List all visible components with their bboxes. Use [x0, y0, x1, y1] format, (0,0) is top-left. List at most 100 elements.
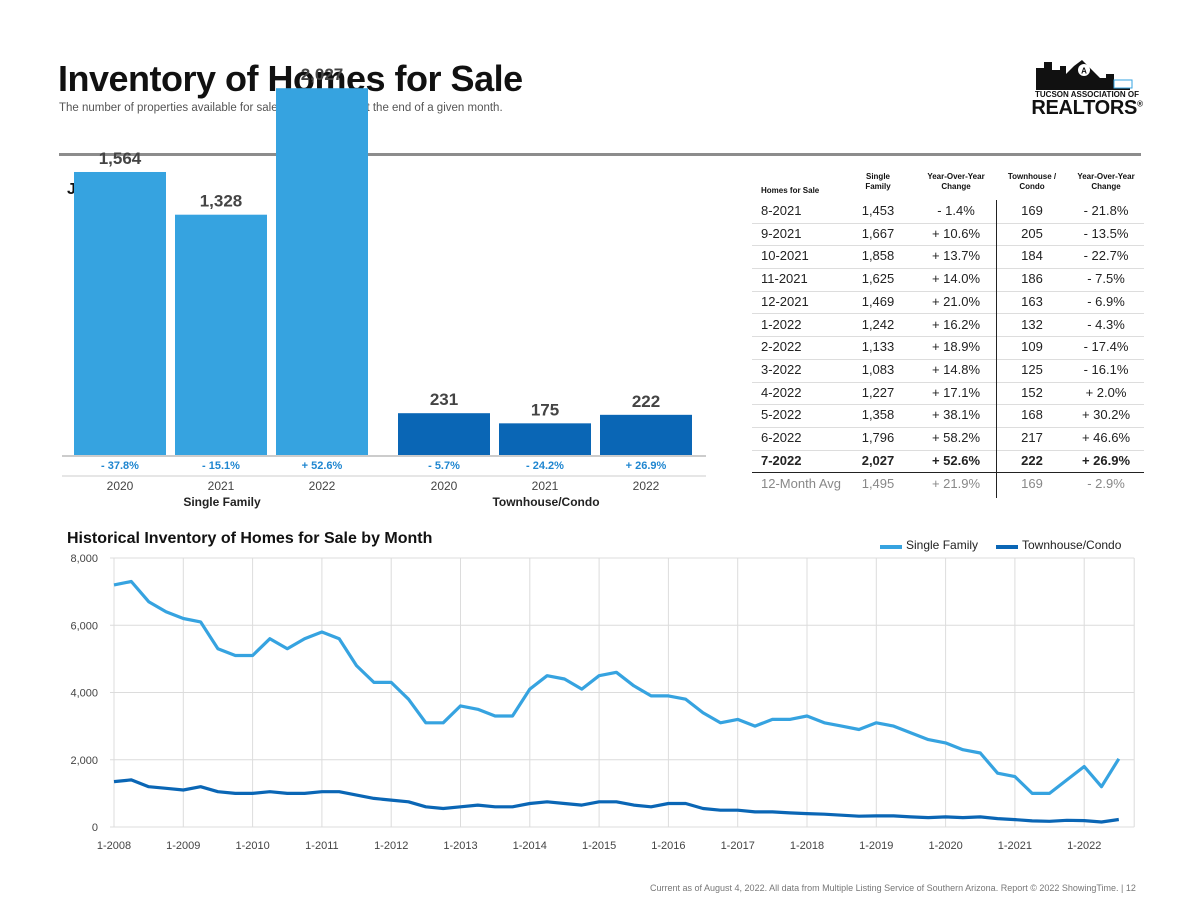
bar-value-label: 175 — [531, 400, 559, 419]
table-cell: + 16.2% — [931, 316, 981, 332]
table-cell: 205 — [1021, 225, 1043, 241]
table-cell: 1,133 — [861, 339, 895, 355]
bar-group-label: Townhouse/Condo — [492, 495, 599, 509]
table-cell: + 14.0% — [931, 271, 981, 287]
table-cell: + 2.0% — [1085, 384, 1127, 400]
x-tick-label: 1-2022 — [1067, 840, 1101, 852]
table-cell: 169 — [1021, 203, 1043, 218]
table-cell: 125 — [1021, 361, 1043, 377]
table-divider — [996, 200, 997, 498]
bar-value-label: 222 — [632, 392, 660, 411]
bar-group-label: Single Family — [183, 495, 261, 509]
table-cell: 1,358 — [861, 407, 895, 423]
table-cell: + 38.1% — [931, 407, 981, 423]
x-tick-label: 1-2017 — [721, 840, 755, 852]
y-tick-label: 8,000 — [70, 553, 98, 565]
bar-change-label: - 24.2% — [526, 460, 564, 472]
x-tick-label: 1-2021 — [998, 840, 1032, 852]
table-header-tc-change: Year-Over-Year Change — [1077, 172, 1135, 191]
table-cell: - 22.7% — [1083, 248, 1129, 264]
table-cell: 1,796 — [861, 430, 895, 445]
table-cell: 152 — [1021, 384, 1043, 400]
table-cell: 12-2021 — [761, 293, 809, 309]
y-tick-label: 4,000 — [70, 688, 98, 700]
table-cell: - 16.1% — [1083, 361, 1129, 377]
table-cell: + 46.6% — [1081, 430, 1131, 445]
bar-category-label: 2020 — [107, 479, 134, 493]
table-cell: 1,242 — [861, 316, 895, 332]
table-cell: 4-2022 — [761, 384, 802, 400]
table-row: 4-2022 1,227 + 17.1% 152 + 2.0% — [752, 382, 1144, 406]
table-cell: + 17.1% — [931, 384, 981, 400]
table-cell: 12-Month Avg — [761, 476, 841, 492]
table-cell: 222 — [1021, 452, 1043, 468]
y-tick-label: 0 — [92, 822, 98, 834]
table-row: 5-2022 1,358 + 38.1% 168 + 30.2% — [752, 404, 1144, 428]
legend-swatch-single-family — [880, 545, 902, 549]
table-cell: + 26.9% — [1081, 452, 1131, 468]
table-cell: + 30.2% — [1081, 407, 1131, 423]
series-line-single-family — [113, 579, 1121, 795]
bar-change-label: - 5.7% — [428, 460, 460, 472]
table-cell: 5-2022 — [761, 407, 802, 423]
logo-line1: TUCSON ASSOCIATION OF — [1035, 90, 1139, 99]
bar-category-label: 2020 — [431, 479, 458, 493]
table-cell: - 13.5% — [1083, 225, 1129, 241]
bar-value-label: 1,564 — [99, 149, 142, 168]
table-row: 3-2022 1,083 + 14.8% 125 - 16.1% — [752, 359, 1144, 383]
table-cell: 1,227 — [861, 384, 895, 400]
table-row: 2-2022 1,133 + 18.9% 109 - 17.4% — [752, 336, 1144, 360]
table-cell: 1,469 — [861, 293, 895, 309]
table-cell: 1,453 — [861, 203, 895, 218]
legend-label-townhouse: Townhouse/Condo — [1022, 538, 1122, 552]
table-header-sf-change: Year-Over-Year Change — [927, 172, 985, 191]
bar-change-label: - 15.1% — [202, 460, 240, 472]
table-header-period: Homes for Sale — [761, 186, 820, 195]
table-cell: 163 — [1021, 293, 1043, 309]
bar — [276, 88, 368, 455]
x-tick-label: 1-2011 — [305, 840, 338, 852]
table-cell: 132 — [1021, 316, 1043, 332]
header-divider — [59, 153, 1141, 156]
bar-value-label: 1,328 — [200, 192, 243, 211]
x-tick-label: 1-2010 — [235, 840, 269, 852]
x-tick-label: 1-2012 — [374, 840, 408, 852]
table-cell: - 6.9% — [1087, 293, 1125, 309]
x-tick-label: 1-2016 — [651, 840, 685, 852]
bar-category-label: 2022 — [309, 479, 336, 493]
table-cell: - 1.4% — [937, 203, 975, 218]
table-row: 8-2021 1,453 - 1.4% 169 - 21.8% — [752, 200, 1144, 224]
table-cell: 3-2022 — [761, 361, 802, 377]
table-cell: + 21.9% — [931, 476, 981, 492]
table-row: 1-2022 1,242 + 16.2% 132 - 4.3% — [752, 314, 1144, 338]
table-cell: - 17.4% — [1083, 339, 1129, 355]
table-cell: 1,858 — [861, 248, 895, 264]
table-row: 10-2021 1,858 + 13.7% 184 - 22.7% — [752, 245, 1144, 270]
x-tick-label: 1-2018 — [790, 840, 824, 852]
table-row: 6-2022 1,796 + 58.2% 217 + 46.6% — [752, 427, 1144, 451]
table-cell: 9-2021 — [761, 225, 802, 241]
bar-category-label: 2021 — [532, 479, 559, 493]
table-header-sf: Single Family — [865, 172, 891, 191]
bar-category-label: 2021 — [208, 479, 235, 493]
svg-text:A: A — [1081, 67, 1087, 76]
table-cell: + 14.8% — [931, 361, 981, 377]
series-line-townhouse — [113, 778, 1120, 824]
table-cell: 217 — [1021, 430, 1043, 445]
table-cell: + 58.2% — [931, 430, 981, 445]
bar — [600, 414, 692, 455]
july-bar-chart: 1,564 - 37.8% 2020 1,328 - 15.1% 2021 2,027 + 5… — [62, 65, 706, 509]
bar-value-label: 231 — [430, 390, 458, 409]
realtors-logo: A — [1036, 60, 1133, 90]
table-cell: 10-2021 — [761, 248, 809, 264]
table-cell: 2,027 — [861, 452, 895, 468]
table-cell: + 21.0% — [931, 293, 981, 309]
y-tick-label: 2,000 — [70, 755, 98, 767]
table-cell: + 13.7% — [931, 248, 981, 264]
table-cell: 8-2021 — [761, 203, 802, 218]
table-cell: - 7.5% — [1087, 271, 1125, 287]
x-tick-label: 1-2019 — [859, 840, 893, 852]
table-row: 12-2021 1,469 + 21.0% 163 - 6.9% — [752, 291, 1144, 315]
table-row: 11-2021 1,625 + 14.0% 186 - 7.5% — [752, 268, 1144, 292]
table-row: 9-2021 1,667 + 10.6% 205 - 13.5% — [752, 223, 1144, 247]
